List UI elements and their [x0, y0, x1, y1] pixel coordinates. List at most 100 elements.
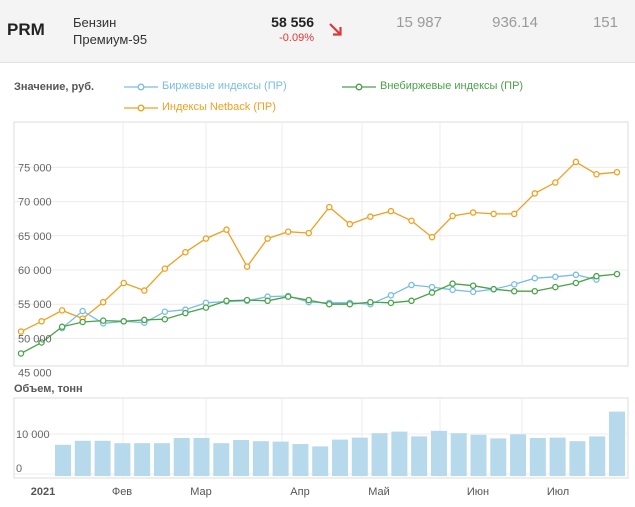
volume-bar[interactable]	[450, 433, 467, 476]
data-point-exchange[interactable]	[510, 281, 518, 288]
data-point-netback[interactable]	[593, 170, 600, 178]
data-point-netback[interactable]	[120, 279, 128, 287]
volume-bar[interactable]	[569, 441, 586, 476]
volume-bar[interactable]	[411, 436, 428, 476]
data-point-otc[interactable]	[243, 296, 251, 304]
data-point-otc[interactable]	[572, 279, 580, 287]
data-point-netback[interactable]	[141, 287, 148, 294]
data-point-otc[interactable]	[552, 283, 559, 291]
data-point-otc[interactable]	[99, 317, 107, 324]
data-point-otc[interactable]	[223, 297, 230, 305]
data-point-exchange[interactable]	[408, 281, 415, 289]
data-point-otc[interactable]	[161, 315, 169, 323]
volume-bar[interactable]	[94, 440, 111, 476]
data-point-netback[interactable]	[243, 263, 251, 270]
data-point-exchange[interactable]	[469, 288, 477, 296]
volume-bar[interactable]	[609, 411, 625, 476]
data-point-netback[interactable]	[613, 168, 621, 176]
data-point-otc[interactable]	[593, 272, 600, 280]
data-point-otc[interactable]	[58, 323, 66, 331]
volume-bar[interactable]	[470, 434, 487, 476]
data-point-otc[interactable]	[120, 318, 128, 325]
volume-bar[interactable]	[332, 439, 348, 476]
volume-bar[interactable]	[490, 438, 507, 476]
data-point-netback[interactable]	[346, 220, 354, 228]
data-point-otc[interactable]	[141, 316, 148, 324]
volume-bar[interactable]	[173, 438, 190, 476]
data-point-netback[interactable]	[284, 228, 292, 235]
volume-bar[interactable]	[292, 444, 309, 476]
data-point-otc[interactable]	[531, 287, 539, 295]
data-point-netback[interactable]	[182, 248, 189, 256]
data-point-netback[interactable]	[202, 235, 210, 242]
volume-bar[interactable]	[312, 446, 329, 476]
volume-bar[interactable]	[153, 443, 170, 476]
data-point-otc[interactable]	[17, 350, 25, 357]
data-point-netback[interactable]	[264, 235, 271, 242]
data-point-otc[interactable]	[79, 318, 86, 326]
data-point-otc[interactable]	[38, 339, 45, 346]
volume-bar[interactable]	[233, 440, 250, 476]
data-point-netback[interactable]	[572, 158, 580, 166]
data-point-exchange[interactable]	[428, 283, 436, 291]
data-point-exchange[interactable]	[552, 273, 559, 281]
data-point-netback[interactable]	[490, 210, 497, 218]
data-point-netback[interactable]	[552, 179, 559, 186]
volume-bar[interactable]	[213, 443, 230, 476]
volume-bar[interactable]	[55, 444, 71, 476]
data-point-netback[interactable]	[510, 210, 518, 218]
volume-bar[interactable]	[589, 436, 606, 476]
data-point-exchange[interactable]	[387, 292, 395, 299]
data-point-netback[interactable]	[449, 212, 456, 220]
data-point-otc[interactable]	[613, 270, 621, 278]
data-point-otc[interactable]	[387, 299, 395, 307]
volume-bar[interactable]	[351, 437, 368, 476]
data-point-otc[interactable]	[284, 293, 292, 300]
data-point-exchange[interactable]	[161, 308, 169, 315]
data-point-otc[interactable]	[202, 304, 210, 311]
data-point-netback[interactable]	[387, 207, 395, 215]
data-point-otc[interactable]	[428, 289, 436, 296]
data-point-otc[interactable]	[490, 285, 497, 293]
data-point-netback[interactable]	[326, 203, 333, 211]
data-point-netback[interactable]	[58, 307, 66, 314]
data-point-netback[interactable]	[38, 318, 45, 325]
data-point-exchange[interactable]	[531, 274, 539, 282]
data-point-netback[interactable]	[223, 226, 230, 233]
data-point-netback[interactable]	[99, 298, 107, 306]
data-point-otc[interactable]	[346, 300, 354, 308]
data-point-netback[interactable]	[17, 328, 25, 335]
volume-bar[interactable]	[529, 438, 546, 476]
volume-bar[interactable]	[549, 437, 566, 476]
data-point-otc[interactable]	[264, 297, 271, 305]
data-point-otc[interactable]	[469, 282, 477, 289]
volume-bar[interactable]	[134, 443, 151, 476]
volume-bar[interactable]	[272, 441, 289, 476]
data-point-otc[interactable]	[449, 280, 456, 287]
data-point-netback[interactable]	[161, 265, 169, 272]
volume-bar[interactable]	[371, 433, 388, 476]
volume-bar[interactable]	[252, 441, 269, 476]
data-point-netback[interactable]	[408, 217, 415, 225]
data-point-otc[interactable]	[182, 309, 189, 317]
volume-bar[interactable]	[74, 440, 91, 476]
data-point-otc[interactable]	[305, 296, 312, 304]
data-point-otc[interactable]	[367, 298, 374, 306]
data-point-netback[interactable]	[367, 213, 374, 220]
volume-bar[interactable]	[193, 438, 210, 476]
data-point-exchange[interactable]	[79, 307, 86, 315]
volume-bar[interactable]	[430, 430, 447, 476]
data-point-netback[interactable]	[428, 233, 436, 241]
data-point-otc[interactable]	[408, 297, 415, 305]
volume-bar[interactable]	[391, 431, 408, 476]
data-point-otc[interactable]	[326, 300, 333, 308]
volume-bar[interactable]	[114, 443, 131, 476]
data-point-exchange[interactable]	[572, 271, 580, 279]
volume-bar[interactable]	[510, 434, 527, 476]
data-point-netback[interactable]	[531, 190, 539, 197]
data-point-otc[interactable]	[510, 287, 518, 295]
data-point-netback[interactable]	[469, 209, 477, 216]
data-point-exchange[interactable]	[449, 286, 456, 294]
data-point-netback[interactable]	[305, 229, 312, 237]
